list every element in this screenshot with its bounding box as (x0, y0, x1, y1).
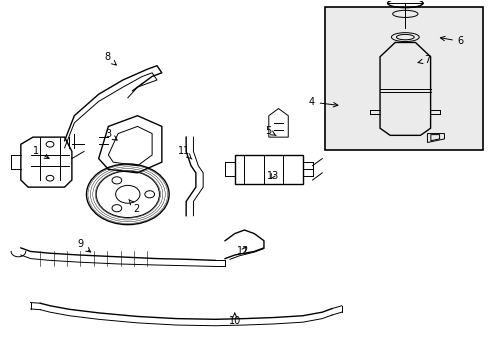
Text: 12: 12 (237, 246, 249, 256)
Text: 5: 5 (264, 126, 276, 136)
Text: 11: 11 (177, 147, 191, 159)
Text: 2: 2 (128, 199, 140, 213)
Bar (324, 7, 482, 150)
Text: 13: 13 (266, 171, 278, 181)
Text: 4: 4 (308, 97, 337, 107)
Text: 1: 1 (33, 147, 49, 158)
Text: 7: 7 (417, 55, 429, 65)
Text: 9: 9 (77, 239, 90, 252)
Text: 6: 6 (440, 36, 463, 46)
Text: 3: 3 (105, 129, 117, 140)
Text: 10: 10 (228, 313, 241, 326)
Text: 8: 8 (104, 53, 116, 65)
